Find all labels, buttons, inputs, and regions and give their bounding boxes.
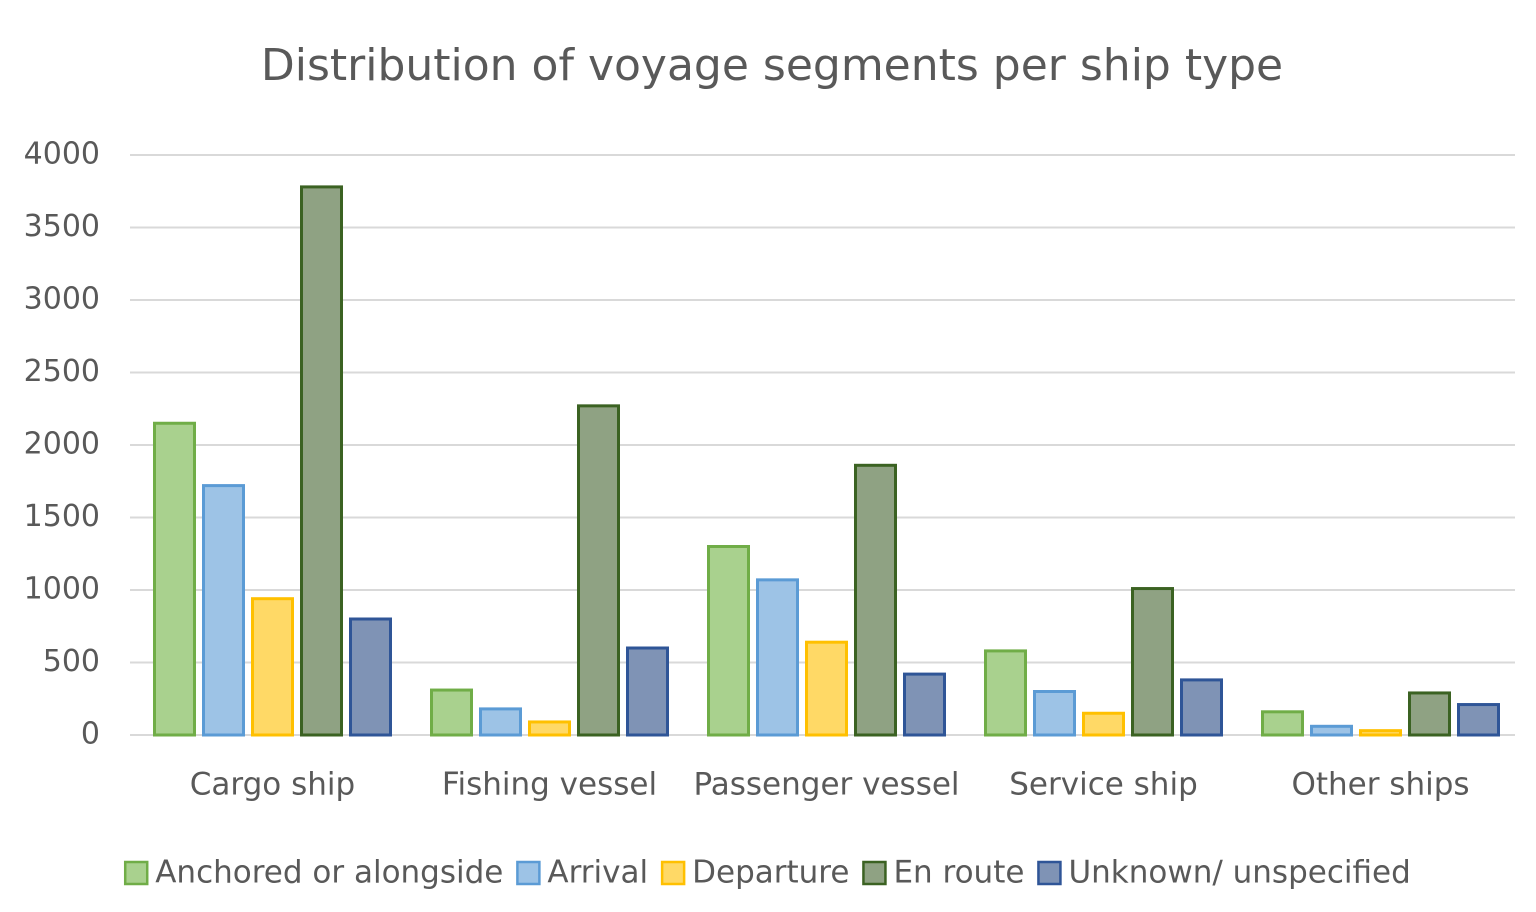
y-tick-label: 2500: [24, 354, 100, 389]
bar: [1131, 587, 1174, 737]
bar: [1180, 678, 1223, 737]
y-tick-label: 500: [43, 644, 100, 679]
x-tick-label: Passenger vessel: [693, 767, 959, 803]
bar: [479, 707, 522, 737]
bar: [805, 640, 848, 737]
bar: [756, 578, 799, 737]
legend-label: Arrival: [547, 855, 648, 891]
legend-label: Unknown/ unspecified: [1068, 855, 1410, 891]
bar: [1082, 711, 1125, 737]
legend-label: Departure: [692, 855, 849, 891]
chart-title: Distribution of voyage segments per ship…: [261, 40, 1283, 91]
bar: [430, 688, 473, 737]
y-tick-label: 1500: [24, 499, 100, 534]
legend-swatch: [123, 860, 149, 886]
x-tick-label: Other ships: [1291, 767, 1469, 803]
y-tick-label: 0: [81, 717, 100, 752]
x-tick-label: Fishing vessel: [442, 767, 657, 803]
bar: [1457, 703, 1500, 737]
bar: [153, 421, 196, 737]
bar: [300, 185, 343, 737]
y-tick-label: 2000: [24, 427, 100, 462]
legend-swatch: [862, 860, 887, 886]
bar: [202, 484, 245, 737]
legend-swatch: [516, 860, 541, 886]
legend-label: En route: [893, 855, 1024, 891]
bar: [707, 545, 750, 737]
bar: [854, 463, 897, 737]
legend-label: Anchored or alongside: [155, 855, 503, 891]
legend-swatch: [660, 860, 686, 886]
y-tick-label: 3500: [24, 209, 100, 244]
bar: [626, 646, 669, 737]
bar: [349, 617, 392, 737]
y-tick-label: 3000: [24, 282, 100, 317]
y-tick-label: 1000: [24, 572, 100, 607]
bar: [1033, 690, 1076, 737]
y-tick-label: 4000: [24, 137, 100, 172]
legend-swatch: [1037, 860, 1062, 886]
bar: [528, 720, 571, 737]
x-tick-label: Cargo ship: [190, 767, 355, 803]
bar: [1359, 729, 1402, 737]
bar: [577, 404, 620, 737]
bar: [1261, 710, 1304, 737]
bar: [251, 597, 294, 737]
bar: [1310, 724, 1353, 737]
bar: [903, 672, 946, 737]
bar: [1408, 691, 1451, 737]
x-tick-label: Service ship: [1009, 767, 1198, 803]
bar: [984, 649, 1027, 737]
